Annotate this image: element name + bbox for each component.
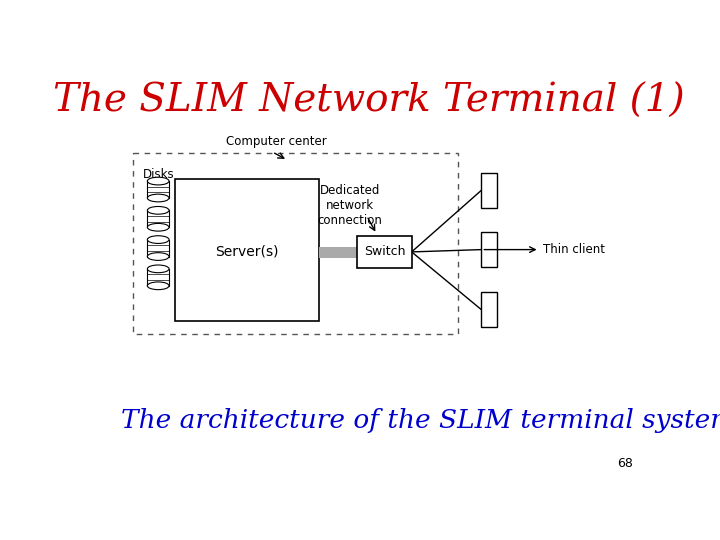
Bar xyxy=(482,232,497,267)
Ellipse shape xyxy=(148,265,169,273)
Bar xyxy=(148,240,169,256)
Text: Thin client: Thin client xyxy=(544,243,606,256)
Bar xyxy=(319,247,361,258)
Ellipse shape xyxy=(148,236,169,244)
Bar xyxy=(175,179,319,321)
Ellipse shape xyxy=(148,224,169,231)
Text: 68: 68 xyxy=(616,457,632,470)
Ellipse shape xyxy=(148,206,169,214)
Text: The SLIM Network Terminal (1): The SLIM Network Terminal (1) xyxy=(53,83,685,120)
Bar xyxy=(357,236,412,268)
Text: Disks: Disks xyxy=(143,168,174,181)
Text: Switch: Switch xyxy=(364,245,405,259)
Text: Server(s): Server(s) xyxy=(215,244,279,258)
Text: The architecture of the SLIM terminal system: The architecture of the SLIM terminal sy… xyxy=(121,408,720,433)
Bar xyxy=(482,173,497,208)
Ellipse shape xyxy=(148,253,169,260)
Text: Computer center: Computer center xyxy=(225,135,326,148)
Text: Dedicated
network
connection: Dedicated network connection xyxy=(318,184,382,227)
Ellipse shape xyxy=(148,194,169,202)
Bar xyxy=(148,211,169,227)
Bar xyxy=(148,269,169,286)
Bar xyxy=(132,153,458,334)
Bar xyxy=(148,181,169,198)
Ellipse shape xyxy=(148,177,169,185)
Ellipse shape xyxy=(148,282,169,289)
Bar xyxy=(482,292,497,327)
